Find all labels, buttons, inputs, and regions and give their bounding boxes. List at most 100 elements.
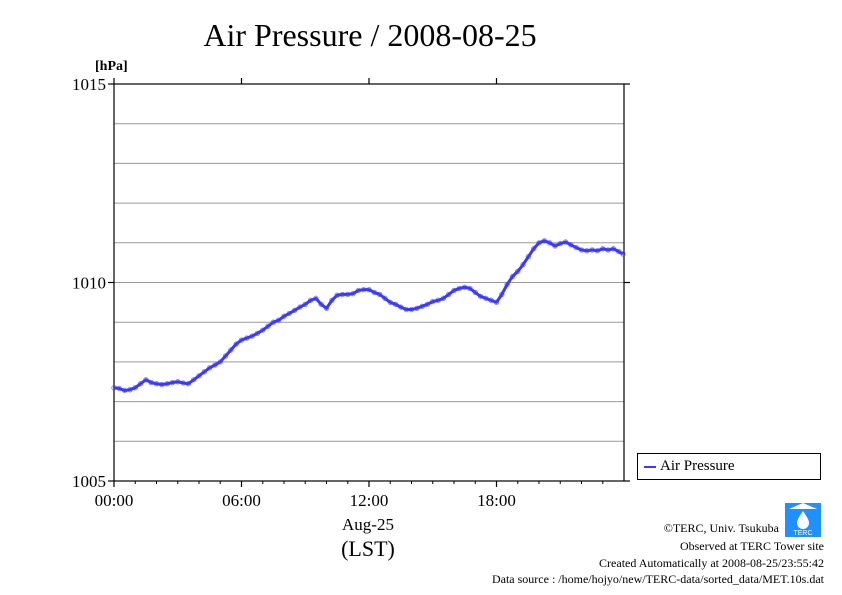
data-point	[116, 385, 123, 392]
data-point	[355, 287, 362, 294]
data-point	[345, 291, 351, 298]
x-tick-label: 18:00	[477, 491, 516, 510]
data-point	[233, 341, 239, 347]
data-point	[578, 247, 585, 253]
data-point	[515, 268, 521, 275]
data-point	[419, 303, 425, 310]
data-point	[620, 251, 626, 257]
grid-lines	[114, 123, 624, 442]
data-point	[445, 291, 452, 298]
footer-source: Data source : /home/hojyo/new/TERC-data/…	[491, 572, 824, 586]
data-point	[562, 239, 569, 245]
data-point	[318, 301, 324, 308]
data-point	[525, 253, 532, 260]
footer-copyright: ©TERC, Univ. Tsukuba	[663, 521, 779, 535]
y-tick-label: 1015	[72, 75, 106, 94]
data-point	[329, 297, 335, 304]
data-point	[610, 246, 617, 252]
data-point	[461, 284, 468, 290]
data-point	[536, 240, 542, 246]
data-point	[169, 379, 176, 386]
x-tick-label: 00:00	[95, 491, 134, 510]
data-point	[137, 381, 144, 387]
y-tick-label: 1005	[72, 472, 106, 491]
data-point	[509, 273, 516, 280]
data-point	[313, 295, 319, 302]
legend: Air Pressure	[637, 453, 821, 480]
data-point	[440, 295, 447, 302]
data-point	[260, 327, 266, 333]
data-point	[244, 335, 250, 341]
data-point	[196, 373, 202, 379]
terc-logo-icon: TERC	[785, 503, 821, 537]
data-point	[546, 240, 553, 246]
data-point	[291, 307, 298, 313]
y-tick-label: 1010	[72, 274, 106, 293]
data-point	[127, 386, 133, 393]
data-point	[159, 381, 165, 388]
series-air-pressure	[111, 238, 626, 394]
data-point	[350, 290, 356, 297]
chart-title: Air Pressure / 2008-08-25	[203, 17, 536, 53]
data-point	[600, 246, 606, 252]
data-point	[605, 247, 611, 253]
data-point	[568, 242, 574, 248]
x-axis-sublabel: (LST)	[341, 536, 395, 561]
data-point	[281, 313, 287, 319]
data-point	[504, 281, 510, 288]
data-point	[477, 293, 484, 300]
data-point	[270, 319, 277, 325]
data-point	[456, 285, 463, 292]
data-point	[143, 377, 149, 383]
data-point	[222, 353, 229, 359]
data-point	[164, 381, 170, 387]
data-point	[238, 337, 245, 343]
data-point	[408, 306, 415, 313]
data-point	[451, 287, 457, 294]
data-point	[366, 286, 372, 293]
data-point	[153, 381, 160, 387]
data-point	[360, 286, 367, 293]
data-point	[376, 291, 383, 298]
data-point	[467, 285, 473, 292]
data-point	[307, 297, 314, 304]
axis-ticks: 1005 1010 1015 00:00 06:00 12:00 18:00	[72, 75, 630, 510]
data-point	[615, 248, 622, 255]
data-point	[430, 298, 436, 305]
data-point	[414, 305, 420, 312]
data-point	[573, 244, 579, 251]
data-point	[185, 381, 192, 387]
data-point	[392, 301, 399, 308]
data-point	[334, 292, 340, 298]
data-point	[520, 261, 526, 268]
data-point	[275, 317, 282, 323]
footer-created: Created Automatically at 2008-08-25/23:5…	[599, 556, 824, 570]
series-line	[113, 239, 624, 392]
data-point	[175, 379, 181, 385]
data-point	[557, 240, 563, 247]
data-point	[589, 247, 595, 253]
data-point	[302, 301, 308, 308]
data-point	[541, 238, 548, 244]
footer-observed: Observed at TERC Tower site	[679, 539, 824, 553]
data-point	[339, 291, 346, 298]
x-tick-label: 12:00	[350, 491, 389, 510]
data-point	[190, 377, 197, 383]
data-point	[435, 297, 441, 304]
data-point	[488, 297, 494, 304]
data-point	[254, 330, 261, 337]
data-point	[403, 306, 409, 313]
data-point	[424, 301, 431, 308]
x-tick-label: 06:00	[222, 491, 261, 510]
legend-label: Air Pressure	[660, 458, 735, 474]
data-point	[297, 304, 303, 310]
data-point	[382, 295, 388, 302]
data-point	[121, 387, 128, 394]
data-point	[483, 295, 489, 302]
data-point	[228, 347, 234, 353]
x-axis-label: Aug-25	[342, 515, 394, 534]
data-point	[499, 291, 505, 298]
data-point	[111, 385, 117, 391]
data-point	[493, 299, 500, 306]
